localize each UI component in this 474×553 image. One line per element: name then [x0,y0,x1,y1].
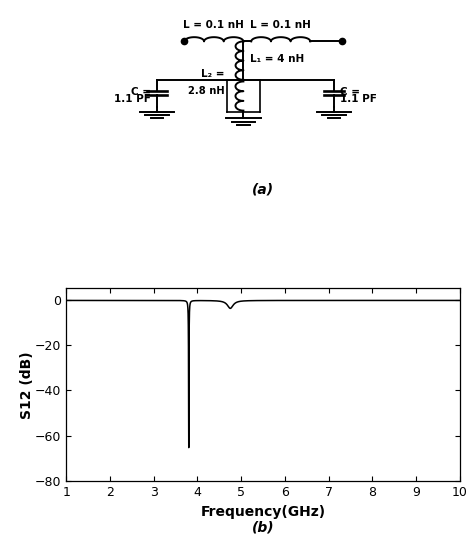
Text: C =: C = [131,87,151,97]
Text: L₂ =: L₂ = [201,69,225,79]
X-axis label: Frequency(GHz): Frequency(GHz) [201,504,326,519]
Text: (b): (b) [252,520,274,534]
Text: 1.1 PF: 1.1 PF [340,94,377,104]
Text: L = 0.1 nH: L = 0.1 nH [183,20,244,30]
Text: L = 0.1 nH: L = 0.1 nH [250,20,311,30]
Y-axis label: S12 (dB): S12 (dB) [19,351,34,419]
Text: 2.8 nH: 2.8 nH [188,86,225,96]
Text: L₁ = 4 nH: L₁ = 4 nH [250,54,305,64]
Text: 1.1 PF: 1.1 PF [114,94,151,104]
Text: (a): (a) [252,182,274,196]
Text: C =: C = [340,87,360,97]
